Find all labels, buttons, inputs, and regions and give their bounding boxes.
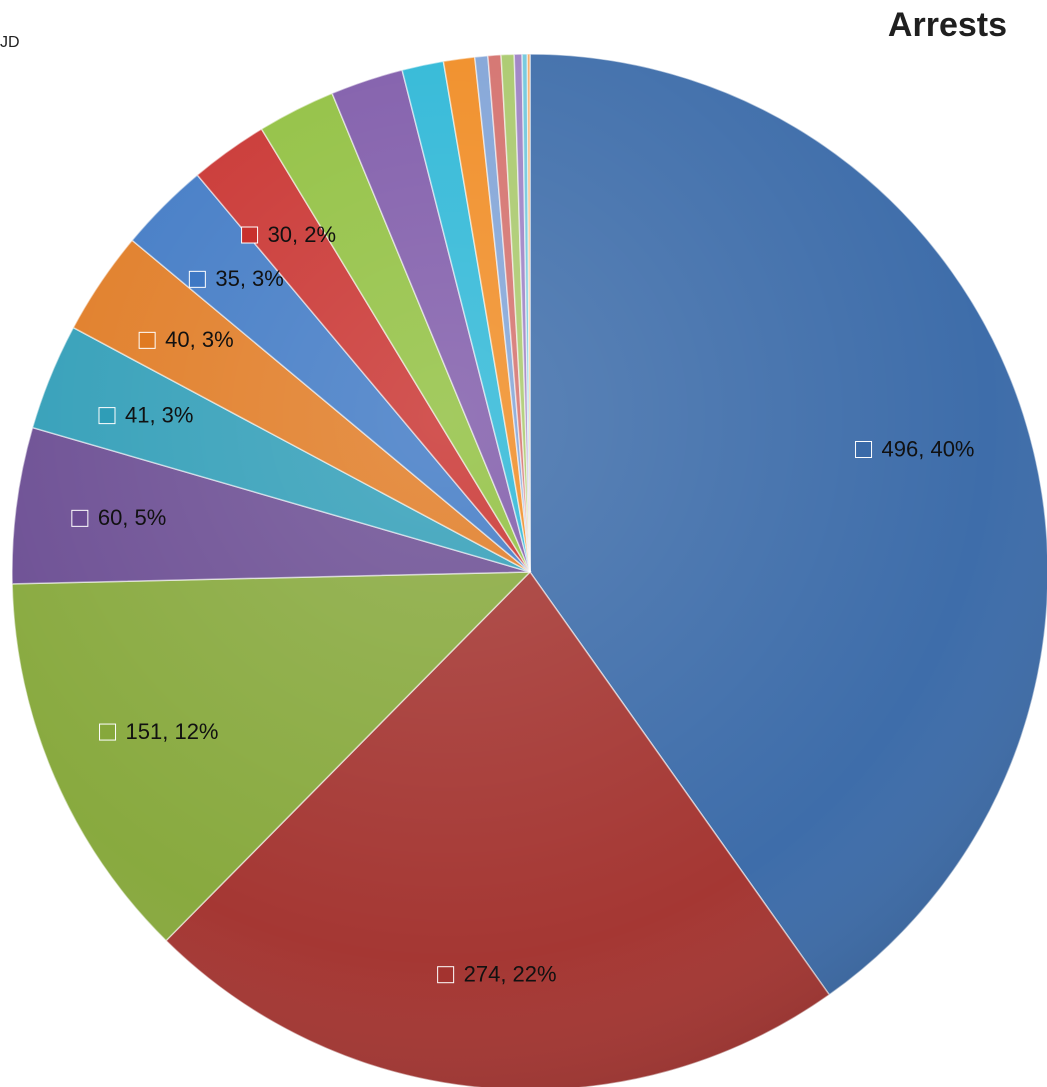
pie-label-text-2: 151, 12%: [126, 719, 219, 744]
pie-data-labels: 496, 40% 274, 22% 151, 12% 60, 5% 41, 3% 40, …: [71, 222, 975, 987]
corner-text: JD: [0, 34, 20, 51]
pie-label-marker-1: [437, 966, 455, 984]
pie-label-marker-5: [138, 331, 156, 349]
pie-label-text-5: 40, 3%: [165, 327, 234, 352]
pie-label-text-1: 274, 22%: [464, 962, 557, 987]
pie-label-marker-7: [241, 226, 259, 244]
pie-label-3: 60, 5%: [71, 505, 167, 530]
pie-label-text-7: 30, 2%: [268, 222, 337, 247]
pie-label-marker-2: [99, 723, 117, 741]
pie-slices: [11, 53, 1047, 1087]
pie-label-text-4: 41, 3%: [125, 402, 194, 427]
pie-label-7: 30, 2%: [241, 222, 337, 247]
pie-label-marker-4: [98, 407, 116, 425]
pie-label-1: 274, 22%: [437, 962, 557, 987]
pie-label-marker-6: [188, 270, 206, 288]
pie-label-4: 41, 3%: [98, 402, 194, 427]
pie-label-text-0: 496, 40%: [882, 436, 975, 461]
pie-label-6: 35, 3%: [188, 266, 284, 291]
pie-label-text-6: 35, 3%: [215, 266, 283, 291]
pie-label-text-3: 60, 5%: [98, 505, 167, 530]
chart-title: Arrests: [887, 6, 1007, 44]
pie-label-marker-0: [855, 440, 873, 458]
pie-label-2: 151, 12%: [99, 719, 219, 744]
pie-label-0: 496, 40%: [855, 436, 975, 461]
pie-label-marker-3: [71, 509, 89, 527]
pie-label-5: 40, 3%: [138, 327, 234, 352]
